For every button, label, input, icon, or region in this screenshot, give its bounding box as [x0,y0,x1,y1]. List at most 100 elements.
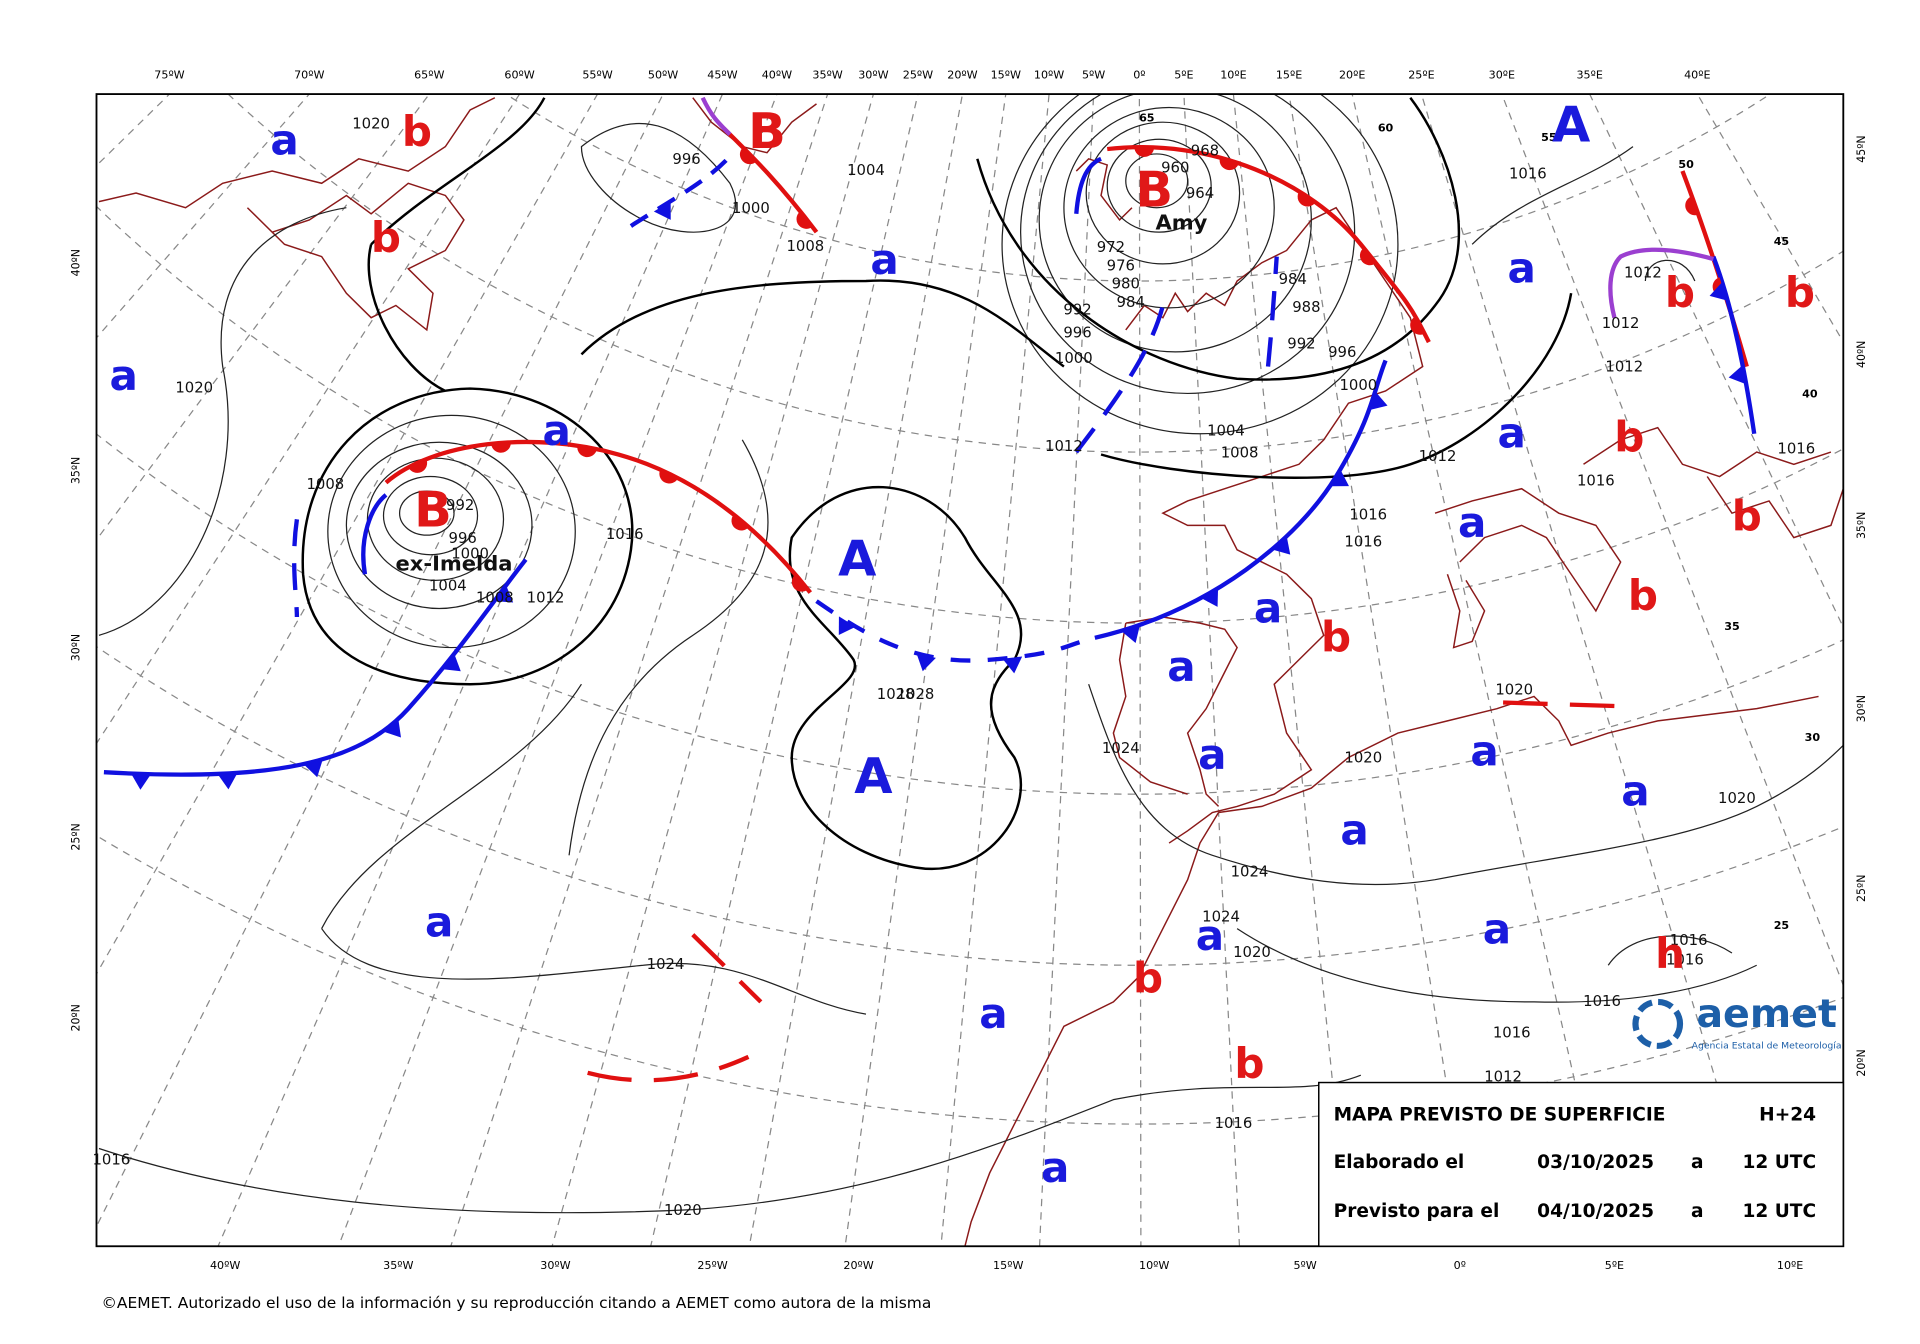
isobar-label: 1016 [1509,166,1547,183]
logo-name: aemet [1696,991,1837,1037]
meridian [217,94,724,1247]
isobar-label: 1016 [606,526,644,543]
isobar-label: 1012 [1419,448,1457,465]
longitude-label: 5ºE [1605,1259,1624,1272]
longitude-label: 55ºW [582,69,612,82]
front-semicircle [659,469,679,484]
front-semicircle [739,147,757,165]
pressure-symbol: a [1041,1143,1069,1192]
isobar-label: 1012 [1605,359,1643,376]
pressure-symbol: a [1483,905,1511,954]
longitude-label: 30ºE [1489,69,1515,82]
isobar-label: 972 [1097,239,1125,256]
info-box-frame [1318,1081,1845,1247]
isobar-label: 1020 [352,116,390,133]
front-triangle [838,616,856,636]
longitude-label: 0º [1454,1259,1466,1272]
latitude-mark: 35 [1724,620,1739,633]
isobar-label: 1016 [1349,507,1387,524]
meridian [1589,94,1844,629]
front-triangle [1002,656,1023,674]
isobar-label: 1016 [1577,472,1615,489]
pressure-symbol: a [1196,911,1224,960]
front-semicircle [1297,191,1316,207]
pressure-symbol: A [854,747,892,805]
meridian [1183,94,1241,1247]
logo-subtitle: Agencia Estatal de Meteorología [1692,1040,1842,1051]
meridian [96,94,521,745]
longitude-label: 30ºW [858,69,888,82]
front-semicircle [1134,146,1155,157]
isobar-label: 992 [1287,336,1315,353]
pressure-symbol: a [1621,767,1649,816]
isobar-label: 1020 [1344,750,1382,767]
latitude-label: 25ºN [1855,875,1868,902]
isobar-label: 996 [672,151,700,168]
isobar-label: 960 [1161,160,1189,177]
latitude-mark: 55 [1541,131,1556,144]
longitude-label: 20ºW [843,1259,873,1272]
longitude-label: 20ºW [947,69,977,82]
isobar-label: 1016 [1670,932,1708,949]
longitude-label: 5ºW [1082,69,1105,82]
longitude-label: 15ºW [991,69,1021,82]
isobar-label: 1020 [1233,944,1271,961]
pressure-symbol: a [979,989,1007,1038]
pressure-symbol: b [1785,268,1815,317]
isobar-label: 1020 [1718,790,1756,807]
front-triangle [1330,469,1349,487]
pressure-symbol: A [838,530,876,588]
pressure-symbol: a [1470,727,1498,776]
pressure-symbol: a [1254,584,1282,633]
front-semicircle [731,514,749,531]
info-date: 03/10/2025 [1537,1152,1654,1173]
meridian [1232,94,1350,1247]
coast-mediterranean [1434,426,1844,649]
latitude-mark: 60 [1378,121,1394,134]
isobar-label: 1016 [1215,1115,1253,1132]
logo: aemet Agencia Estatal de Meteorología [1632,991,1842,1051]
pressure-symbol: B [1135,161,1173,219]
meridian [748,94,964,1247]
longitude-label: 30ºW [540,1259,570,1272]
stationary-front [815,599,1096,663]
map-frame [95,93,1845,1248]
info-label: Elaborado el [1334,1152,1465,1173]
cold-front [103,558,528,777]
latitude-mark: 40 [1802,388,1818,401]
pressure-symbol: b [1321,613,1351,662]
meridian [551,94,875,1247]
trough-line [587,700,1621,1083]
storm-name: Amy [1156,211,1208,235]
fronts [103,96,1757,1083]
pressure-symbol: a [543,406,571,455]
pressure-symbol: A [1552,96,1590,154]
meridian [450,94,829,1247]
isobar-label: 988 [1292,299,1320,316]
isobar-label: 1000 [1055,350,1093,367]
front-triangle [1709,281,1728,301]
longitude-label: 75ºW [154,69,184,82]
isobar-label: 1024 [1231,863,1269,880]
meridian [96,94,664,1228]
pressure-symbol: a [870,235,898,284]
isobar-label: 1000 [1339,377,1377,394]
front-triangle [916,653,936,672]
latitude-mark: 50 [1678,158,1694,171]
front-semicircle [1219,157,1239,171]
isobar-label: 1016 [1777,441,1815,458]
isobar-label: 1016 [1666,951,1704,968]
info-title: MAPA PREVISTO DE SUPERFICIE [1334,1105,1666,1126]
longitude-label: 0º [1133,69,1145,82]
isobar-label: 1004 [847,162,885,179]
pressure-symbol: b [1665,268,1695,317]
warm-front [384,439,813,594]
front-semicircle [1360,247,1377,266]
isobar-label: 992 [1063,301,1091,318]
longitude-label: 50ºW [648,69,678,82]
trough [1074,256,1279,454]
info-sep: a [1691,1152,1704,1173]
pressure-symbol: a [1167,642,1195,691]
front-semicircle [1410,316,1425,335]
